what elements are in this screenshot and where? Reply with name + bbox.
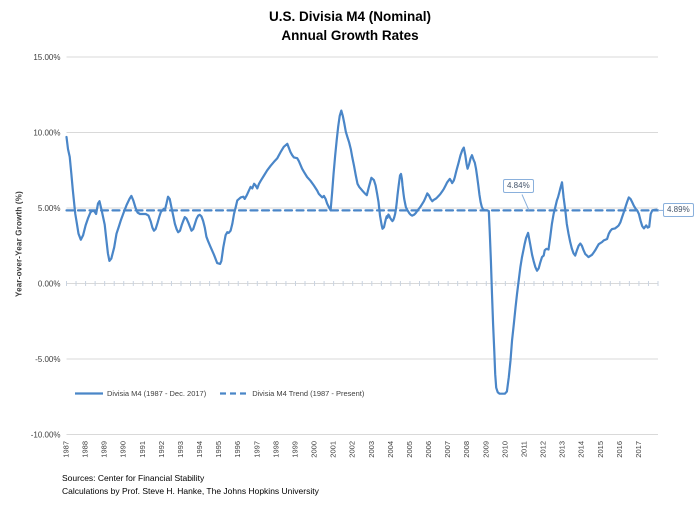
chart-title: U.S. Divisia M4 (Nominal) Annual Growth … (0, 7, 700, 45)
x-tick-label: 1994 (195, 441, 204, 458)
legend-item-series: Divisia M4 (1987 - Dec. 2017) (75, 389, 206, 398)
x-tick-label: 1991 (138, 441, 147, 458)
legend-series-label: Divisia M4 (1987 - Dec. 2017) (107, 389, 207, 398)
x-tick-label: 2012 (539, 441, 548, 458)
x-tick-label: 2014 (577, 441, 586, 458)
x-tick-label: 2000 (310, 441, 319, 458)
x-tick-label: 2003 (367, 441, 376, 458)
trend-value-callout: 4.84% (503, 179, 534, 193)
y-tick-label: -5.00% (35, 355, 60, 364)
x-tick-label: 2009 (481, 441, 490, 458)
y-tick-label: 15.00% (33, 53, 60, 62)
x-tick-label: 2016 (615, 441, 624, 458)
source-footer: Sources: Center for Financial Stability … (62, 472, 319, 498)
chart-title-line-1: U.S. Divisia M4 (Nominal) (268, 9, 432, 24)
x-tick-label: 2011 (519, 441, 528, 457)
solid-line-sample-icon (75, 392, 103, 395)
divisia-m4-line (65, 109, 658, 395)
y-tick-label: 10.00% (33, 128, 60, 137)
y-tick-label: 0.00% (38, 279, 61, 288)
y-axis-title: Year-over-Year Growth (%) (14, 191, 24, 297)
x-tick-label: 2002 (348, 441, 357, 458)
x-tick-label: 1998 (271, 441, 280, 458)
legend-item-trend: Divisia M4 Trend (1987 - Present) (220, 389, 364, 398)
x-tick-label: 2008 (462, 441, 471, 458)
x-tick-label: 2015 (596, 441, 605, 458)
x-tick-label: 2006 (424, 441, 433, 458)
legend-trend-label: Divisia M4 Trend (1987 - Present) (252, 389, 365, 398)
x-tick-label: 2017 (634, 441, 643, 458)
x-tick-label: 1995 (214, 441, 223, 458)
legend: Divisia M4 (1987 - Dec. 2017) Divisia M4… (75, 389, 364, 398)
x-tick-label: 1987 (62, 441, 71, 458)
x-tick-label: 1996 (233, 441, 242, 458)
y-tick-label: -10.00% (31, 430, 61, 439)
y-tick-label: 5.00% (38, 204, 61, 213)
x-tick-label: 1988 (81, 441, 90, 458)
x-tick-label: 2001 (329, 441, 338, 458)
last-value-callout: 4.89% (663, 203, 694, 217)
x-tick-label: 2004 (386, 441, 395, 458)
x-tick-label: 2010 (500, 441, 509, 458)
footer-sources-line: Sources: Center for Financial Stability (62, 473, 205, 483)
x-tick-label: 1992 (157, 441, 166, 458)
footer-calculations-line: Calculations by Prof. Steve H. Hanke, Th… (62, 486, 319, 496)
x-tick-label: 2013 (558, 441, 567, 458)
trend-callout-leader (521, 194, 530, 211)
x-tick-label: 2005 (405, 441, 414, 458)
x-tick-label: 1990 (119, 441, 128, 458)
x-tick-label: 1997 (252, 441, 261, 458)
chart-title-line-2: Annual Growth Rates (281, 28, 419, 43)
x-tick-label: 1999 (290, 441, 299, 458)
x-tick-label: 1989 (100, 441, 109, 458)
x-tick-label: 2007 (443, 441, 452, 458)
dashed-line-sample-icon (220, 392, 249, 395)
x-tick-label: 1993 (176, 441, 185, 458)
